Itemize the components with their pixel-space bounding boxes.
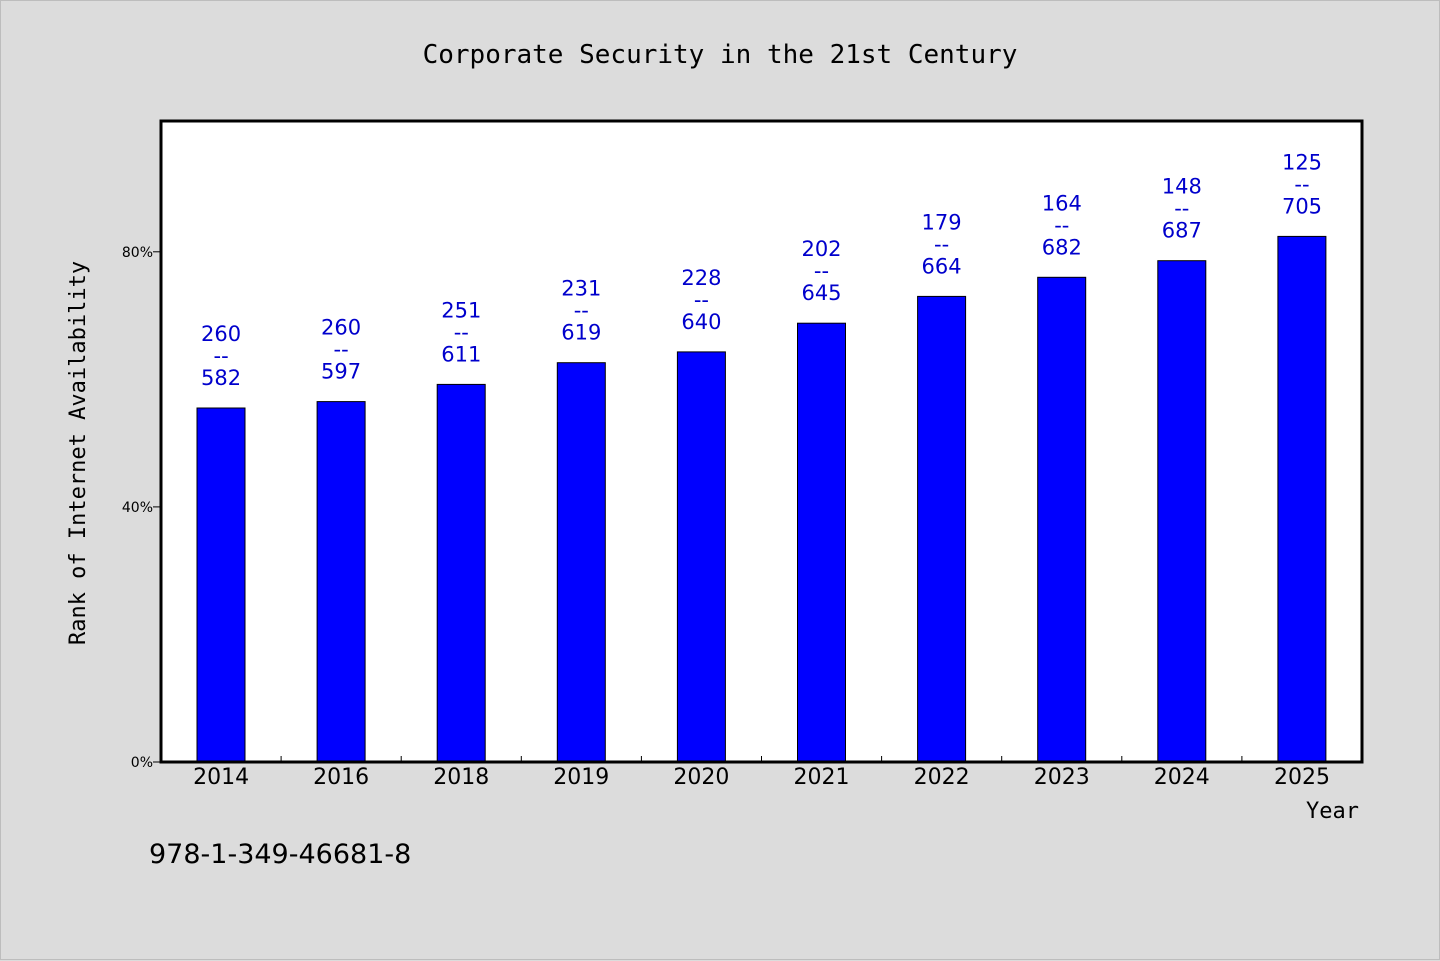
y-tick-label: 40% <box>122 500 153 516</box>
x-tick-label-2019: 2019 <box>553 765 609 790</box>
data-label-top-2019: 231 <box>561 277 601 301</box>
data-label-sep-2023: -- <box>1054 213 1069 237</box>
data-label-sep-2014: -- <box>214 344 229 368</box>
bar-2019 <box>556 362 606 763</box>
data-label-sep-2019: -- <box>574 299 589 323</box>
data-label-sep-2021: -- <box>814 259 829 283</box>
data-label-bottom-2020: 640 <box>681 310 721 334</box>
data-label-top-2024: 148 <box>1162 175 1202 199</box>
data-label-sep-2018: -- <box>454 320 469 344</box>
bars <box>196 235 1327 763</box>
data-label-bottom-2023: 682 <box>1042 235 1082 259</box>
x-tick-label-2014: 2014 <box>193 765 249 790</box>
bar-2021 <box>797 322 846 763</box>
data-label-top-2022: 179 <box>922 210 962 234</box>
data-label-top-2023: 164 <box>1042 191 1082 215</box>
data-label-bottom-2024: 687 <box>1162 219 1202 243</box>
y-axis-label: Rank of Internet Availability <box>66 261 91 645</box>
data-label-top-2016: 260 <box>321 316 361 340</box>
x-axis-label: Year <box>1306 799 1359 824</box>
bar-2018 <box>436 383 486 763</box>
bar-2022 <box>917 295 967 763</box>
data-label-top-2021: 202 <box>801 237 841 261</box>
x-tick-label-2020: 2020 <box>673 765 729 790</box>
data-label-sep-2016: -- <box>334 338 349 362</box>
bar-2025 <box>1277 235 1327 763</box>
data-label-bottom-2025: 705 <box>1282 194 1322 218</box>
data-label-top-2018: 251 <box>441 298 481 322</box>
data-labels: 260--582260--597251--611231--619228--640… <box>201 150 1322 390</box>
data-label-bottom-2022: 664 <box>922 254 962 278</box>
bar-2020 <box>676 351 726 763</box>
y-tick-label: 0% <box>131 755 153 771</box>
x-tick-label-2023: 2023 <box>1034 765 1090 790</box>
x-tick-label-2022: 2022 <box>914 765 970 790</box>
bar-2016 <box>316 401 366 763</box>
x-tick-label-2025: 2025 <box>1274 765 1330 790</box>
data-label-sep-2024: -- <box>1174 197 1189 221</box>
data-label-top-2014: 260 <box>201 322 241 346</box>
data-label-top-2025: 125 <box>1282 150 1322 174</box>
data-label-sep-2025: -- <box>1294 172 1309 196</box>
data-label-bottom-2016: 597 <box>321 360 361 384</box>
x-tick-label-2016: 2016 <box>313 765 369 790</box>
data-label-top-2020: 228 <box>681 266 721 290</box>
data-label-bottom-2018: 611 <box>441 342 481 366</box>
isbn-text: 978-1-349-46681-8 <box>149 839 411 870</box>
x-tick-label-2024: 2024 <box>1154 765 1210 790</box>
y-tick-label: 80% <box>122 245 153 261</box>
data-label-bottom-2014: 582 <box>201 366 241 390</box>
x-axis: 2014 2016 2018 2019 2020 2021 2022 2023 2024 2025 <box>193 756 1330 790</box>
y-axis: 0% 40% 80% <box>122 245 161 771</box>
data-label-sep-2020: -- <box>694 288 709 312</box>
x-tick-label-2021: 2021 <box>794 765 850 790</box>
data-label-bottom-2019: 619 <box>561 321 601 345</box>
bar-2014 <box>196 407 246 763</box>
data-label-bottom-2021: 645 <box>801 281 841 305</box>
chart-title: Corporate Security in the 21st Century <box>423 40 1018 70</box>
bar-2023 <box>1037 276 1087 763</box>
bar-2024 <box>1157 260 1207 763</box>
data-label-sep-2022: -- <box>934 232 949 256</box>
x-tick-label-2018: 2018 <box>433 765 489 790</box>
